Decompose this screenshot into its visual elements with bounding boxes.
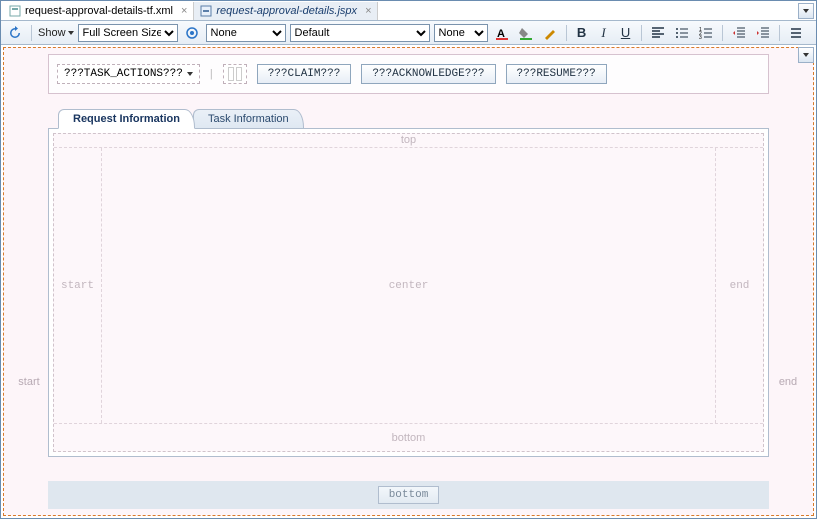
bottom-label-box: bottom <box>378 486 440 504</box>
style-select-default[interactable]: Default <box>290 24 430 42</box>
screen-size-select[interactable]: Full Screen Size <box>78 24 178 42</box>
indent-button[interactable] <box>753 24 773 42</box>
facet-label: end <box>779 376 797 388</box>
numbered-list-button[interactable]: 123 <box>696 24 716 42</box>
svg-text:3: 3 <box>699 35 702 40</box>
separator <box>779 25 780 41</box>
underline-button[interactable]: U <box>617 24 635 42</box>
close-icon[interactable]: × <box>181 5 187 17</box>
file-tab-label: request-approval-details.jspx <box>216 5 357 17</box>
chevron-down-icon <box>187 72 193 76</box>
jspx-file-icon <box>200 5 212 17</box>
xml-file-icon <box>9 5 21 17</box>
tab-request-information[interactable]: Request Information <box>58 109 195 129</box>
ui-tabs: Request Information Task Information <box>58 106 769 128</box>
align-left-button[interactable] <box>648 24 668 42</box>
file-tab-jspx[interactable]: request-approval-details.jspx × <box>194 2 378 20</box>
brush-button[interactable] <box>540 24 560 42</box>
close-icon[interactable]: × <box>365 5 371 17</box>
outer-center-facet: ???TASK_ACTIONS??? | ???CLAIM??? ???ACKN… <box>48 54 769 509</box>
chevron-down-icon <box>803 9 809 13</box>
inner-center-facet[interactable]: center <box>102 148 715 423</box>
font-color-button[interactable]: A <box>492 24 512 42</box>
outer-start-facet[interactable]: start <box>10 54 48 509</box>
tabs-panel: Request Information Task Information top <box>48 106 769 481</box>
icon-placeholder[interactable] <box>236 67 242 81</box>
chevron-down-icon <box>803 53 809 57</box>
file-tab-xml[interactable]: request-approval-details-tf.xml × <box>3 2 194 20</box>
facet-label: top <box>401 134 416 146</box>
inner-top-facet[interactable]: top <box>54 134 763 148</box>
task-actions-dropdown[interactable]: ???TASK_ACTIONS??? <box>57 64 200 84</box>
inner-bottom-facet[interactable]: bottom <box>54 423 763 451</box>
facet-label: center <box>389 280 429 292</box>
bold-button[interactable]: B <box>573 24 591 42</box>
outdent-button[interactable] <box>729 24 749 42</box>
resume-button[interactable]: ???RESUME??? <box>506 64 607 84</box>
outer-border-layout: start ???TASK_ACTIONS??? | ???CLAIM??? ?… <box>3 47 814 516</box>
separator <box>722 25 723 41</box>
chevron-down-icon <box>68 31 74 35</box>
action-toolbar: ???TASK_ACTIONS??? | ???CLAIM??? ???ACKN… <box>48 54 769 94</box>
file-tab-label: request-approval-details-tf.xml <box>25 5 173 17</box>
outer-bottom-facet[interactable]: bottom <box>48 481 769 509</box>
separator <box>31 25 32 41</box>
inner-border-layout[interactable]: top start center end <box>53 133 764 452</box>
tab-task-information[interactable]: Task Information <box>193 109 304 128</box>
inner-start-facet[interactable]: start <box>54 148 102 423</box>
facet-label: start <box>18 376 39 388</box>
tab-label: Request Information <box>73 113 180 125</box>
scroll-handle[interactable] <box>798 47 814 63</box>
inner-end-facet[interactable]: end <box>715 148 763 423</box>
claim-button[interactable]: ???CLAIM??? <box>257 64 352 84</box>
facet-label: bottom <box>389 489 429 501</box>
outer-end-facet[interactable]: end <box>769 54 807 509</box>
show-dropdown[interactable]: Show <box>38 27 74 39</box>
target-button[interactable] <box>182 24 202 42</box>
facet-label: end <box>730 280 750 292</box>
acknowledge-button[interactable]: ???ACKNOWLEDGE??? <box>361 64 495 84</box>
facet-label: bottom <box>392 432 426 444</box>
file-tabs: request-approval-details-tf.xml × reques… <box>1 1 816 21</box>
tab-content: top start center end <box>48 128 769 457</box>
separator <box>566 25 567 41</box>
italic-button[interactable]: I <box>595 24 613 42</box>
facet-label: start <box>61 280 94 292</box>
icon-placeholder-group <box>223 64 247 84</box>
bg-color-button[interactable] <box>516 24 536 42</box>
separator <box>641 25 642 41</box>
show-label: Show <box>38 27 66 39</box>
toolbar: Show Full Screen Size None Default None … <box>1 21 816 45</box>
refresh-button[interactable] <box>5 24 25 42</box>
size-select[interactable]: None <box>434 24 488 42</box>
icon-placeholder[interactable] <box>228 67 234 81</box>
style-select-1[interactable]: None <box>206 24 286 42</box>
separator: | <box>210 68 213 80</box>
tab-list-button[interactable] <box>798 3 814 19</box>
list-button[interactable] <box>672 24 692 42</box>
more-button[interactable] <box>786 24 806 42</box>
design-canvas: start ???TASK_ACTIONS??? | ???CLAIM??? ?… <box>3 47 814 516</box>
tab-label: Task Information <box>208 113 289 125</box>
task-actions-label: ???TASK_ACTIONS??? <box>64 68 183 80</box>
